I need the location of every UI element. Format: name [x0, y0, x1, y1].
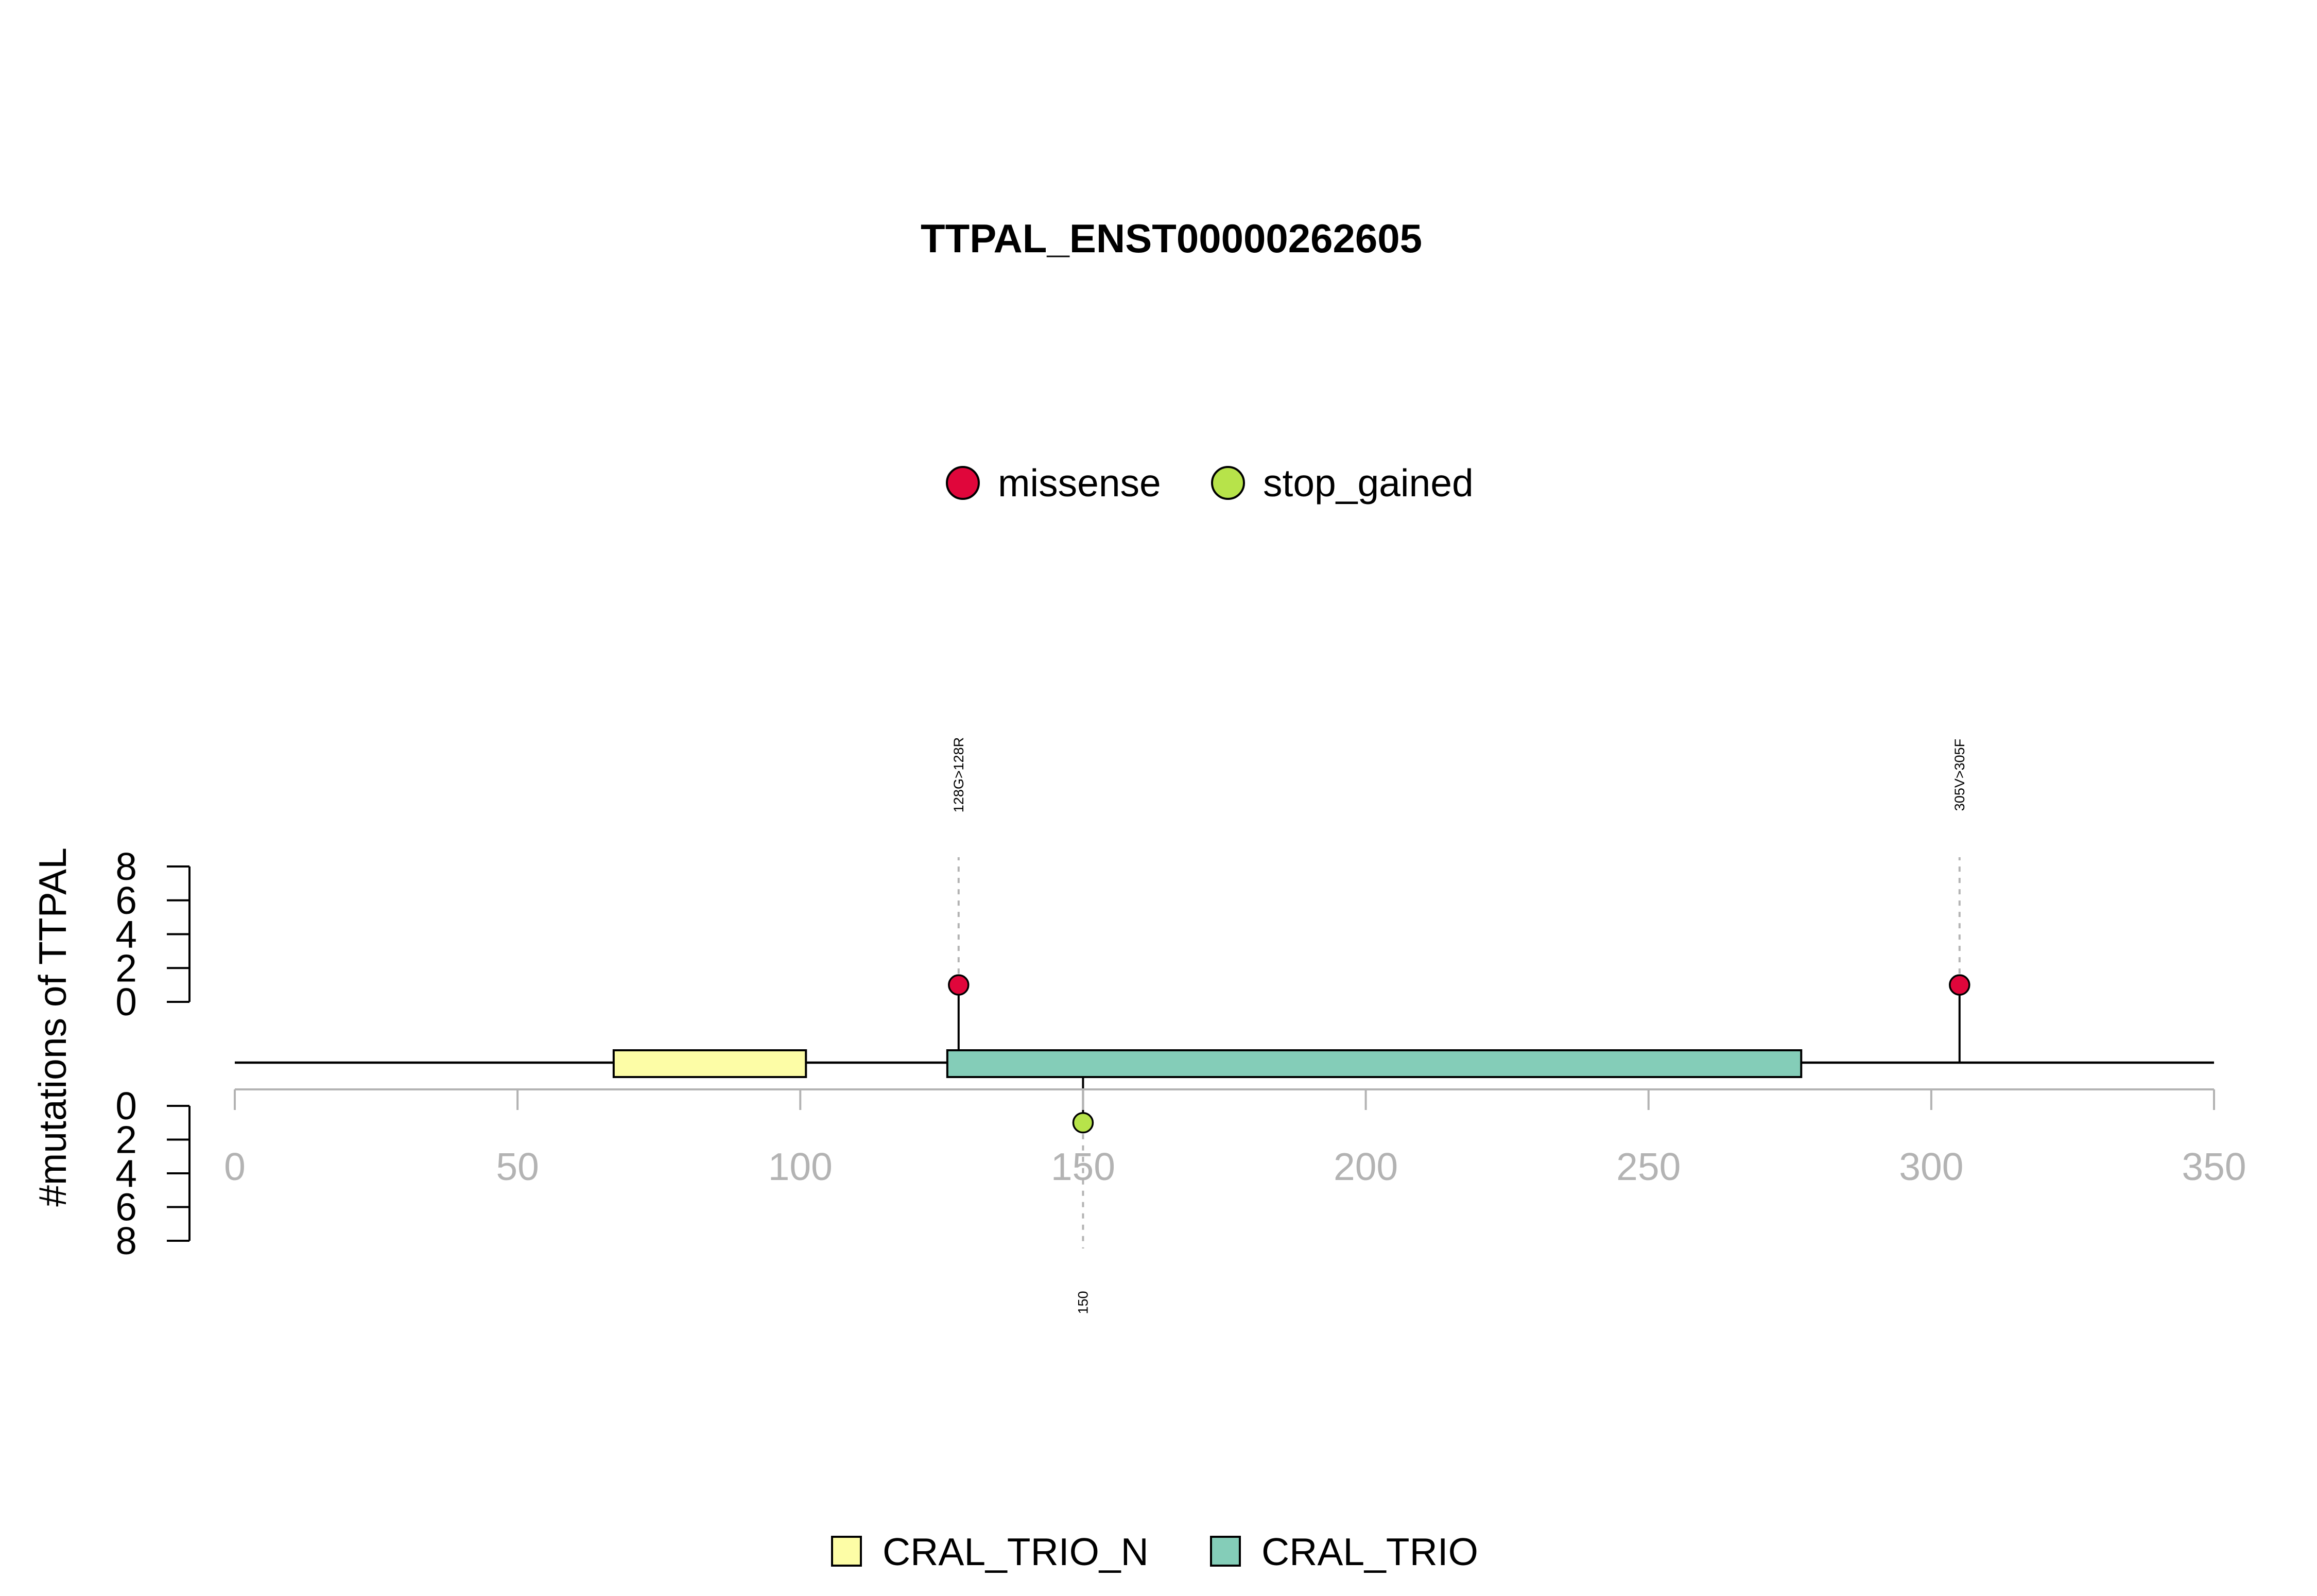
- mutation-label: 305V>305F: [1952, 739, 1967, 811]
- y-tick-label: 2: [115, 1118, 137, 1161]
- legend-swatch: [831, 1536, 862, 1567]
- x-tick-label: 350: [2182, 1145, 2246, 1188]
- y-tick-label: 4: [115, 1152, 137, 1195]
- legend-marker: [946, 466, 980, 500]
- y-tick-label: 8: [115, 1219, 137, 1262]
- x-tick-label: 0: [224, 1145, 246, 1188]
- y-tick-label: 0: [115, 980, 137, 1023]
- legend-label: missense: [998, 461, 1161, 505]
- domain-box: [946, 1049, 1803, 1078]
- mutation-point: [1072, 1112, 1094, 1134]
- y-tick-label: 0: [115, 1084, 137, 1127]
- mutation-point: [948, 974, 970, 996]
- domain-boxes: [612, 1049, 1803, 1078]
- mutation-lollipops: 128G>128R 305V>305F 150: [948, 737, 1970, 1314]
- x-tick-label: 200: [1334, 1145, 1398, 1188]
- x-tick-label: 50: [496, 1145, 539, 1188]
- x-tick-label: 150: [1051, 1145, 1115, 1188]
- y-tick-label: 4: [115, 913, 137, 956]
- mutation-legend: missense stop_gained: [946, 461, 1474, 505]
- legend-swatch: [1210, 1536, 1241, 1567]
- x-axis: 0 50 100 150 200 250 300 350: [224, 1088, 2246, 1188]
- mutation-label: 150: [1075, 1291, 1091, 1314]
- y-tick-label: 8: [115, 845, 137, 888]
- x-tick-label: 100: [768, 1145, 833, 1188]
- y-tick-label: 6: [115, 1186, 137, 1229]
- x-tick-label: 250: [1616, 1145, 1681, 1188]
- domain-legend: CRAL_TRIO_N CRAL_TRIO: [831, 1530, 1478, 1573]
- legend-label: stop_gained: [1263, 461, 1474, 505]
- y-tick-label: 6: [115, 879, 137, 922]
- legend-label: CRAL_TRIO_N: [883, 1530, 1149, 1573]
- x-tick-label: 300: [1899, 1145, 1963, 1188]
- legend-marker: [1211, 466, 1245, 500]
- y-tick-label: 2: [115, 946, 137, 990]
- y-axis-label: #mutations of TTPAL: [31, 847, 74, 1207]
- mutation-label: 128G>128R: [951, 737, 966, 812]
- domain-box: [612, 1049, 807, 1078]
- legend-label: CRAL_TRIO: [1261, 1530, 1478, 1573]
- chart-title: TTPAL_ENST00000262605: [921, 216, 1422, 261]
- mutation-point: [1949, 974, 1970, 996]
